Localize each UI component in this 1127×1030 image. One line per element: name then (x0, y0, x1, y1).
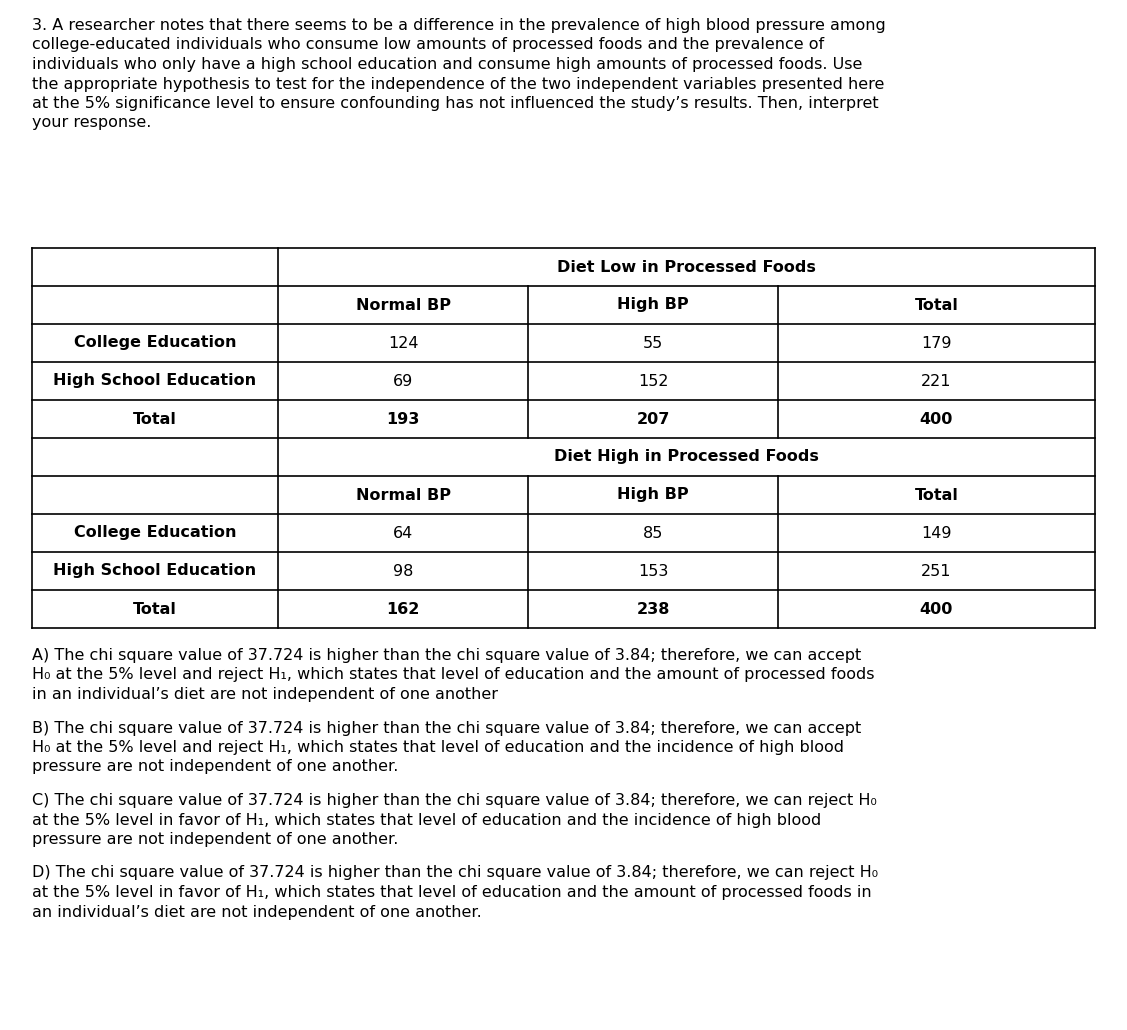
Text: B) The chi square value of 37.724 is higher than the chi square value of 3.84; t: B) The chi square value of 37.724 is hig… (32, 721, 861, 735)
Text: High BP: High BP (618, 487, 689, 503)
Text: your response.: your response. (32, 115, 151, 131)
Text: College Education: College Education (73, 525, 237, 541)
Text: Diet High in Processed Foods: Diet High in Processed Foods (554, 449, 819, 465)
Text: High School Education: High School Education (53, 374, 257, 388)
Text: H₀ at the 5% level and reject H₁, which states that level of education and the i: H₀ at the 5% level and reject H₁, which … (32, 740, 844, 755)
Text: Total: Total (133, 412, 177, 426)
Text: 152: 152 (638, 374, 668, 388)
Text: 85: 85 (642, 525, 663, 541)
Text: 400: 400 (920, 412, 953, 426)
Text: in an individual’s diet are not independent of one another: in an individual’s diet are not independ… (32, 687, 498, 702)
Text: Total: Total (915, 487, 958, 503)
Text: High School Education: High School Education (53, 563, 257, 579)
Text: Total: Total (915, 298, 958, 312)
Text: C) The chi square value of 37.724 is higher than the chi square value of 3.84; t: C) The chi square value of 37.724 is hig… (32, 793, 877, 808)
Text: 193: 193 (387, 412, 419, 426)
Text: 149: 149 (921, 525, 951, 541)
Text: 55: 55 (642, 336, 663, 350)
Text: Total: Total (133, 602, 177, 617)
Text: D) The chi square value of 37.724 is higher than the chi square value of 3.84; t: D) The chi square value of 37.724 is hig… (32, 865, 878, 881)
Text: pressure are not independent of one another.: pressure are not independent of one anot… (32, 759, 398, 775)
Text: 221: 221 (921, 374, 951, 388)
Text: an individual’s diet are not independent of one another.: an individual’s diet are not independent… (32, 904, 481, 920)
Text: 69: 69 (393, 374, 414, 388)
Text: 98: 98 (393, 563, 414, 579)
Text: H₀ at the 5% level and reject H₁, which states that level of education and the a: H₀ at the 5% level and reject H₁, which … (32, 667, 875, 683)
Text: 153: 153 (638, 563, 668, 579)
Text: 207: 207 (637, 412, 669, 426)
Text: 179: 179 (921, 336, 951, 350)
Text: college-educated individuals who consume low amounts of processed foods and the : college-educated individuals who consume… (32, 37, 824, 53)
Text: 64: 64 (393, 525, 414, 541)
Text: 124: 124 (388, 336, 418, 350)
Text: College Education: College Education (73, 336, 237, 350)
Text: Normal BP: Normal BP (355, 487, 451, 503)
Text: 162: 162 (387, 602, 419, 617)
Text: individuals who only have a high school education and consume high amounts of pr: individuals who only have a high school … (32, 57, 862, 72)
Text: at the 5% level in favor of H₁, which states that level of education and the amo: at the 5% level in favor of H₁, which st… (32, 885, 871, 900)
Text: 238: 238 (637, 602, 669, 617)
Text: 400: 400 (920, 602, 953, 617)
Text: High BP: High BP (618, 298, 689, 312)
Text: at the 5% significance level to ensure confounding has not influenced the study’: at the 5% significance level to ensure c… (32, 96, 879, 111)
Text: Normal BP: Normal BP (355, 298, 451, 312)
Text: 3. A researcher notes that there seems to be a difference in the prevalence of h: 3. A researcher notes that there seems t… (32, 18, 886, 33)
Text: Diet Low in Processed Foods: Diet Low in Processed Foods (557, 260, 816, 275)
Text: at the 5% level in favor of H₁, which states that level of education and the inc: at the 5% level in favor of H₁, which st… (32, 813, 822, 827)
Text: A) The chi square value of 37.724 is higher than the chi square value of 3.84; t: A) The chi square value of 37.724 is hig… (32, 648, 861, 663)
Text: the appropriate hypothesis to test for the independence of the two independent v: the appropriate hypothesis to test for t… (32, 76, 885, 92)
Text: pressure are not independent of one another.: pressure are not independent of one anot… (32, 832, 398, 847)
Text: 251: 251 (921, 563, 951, 579)
